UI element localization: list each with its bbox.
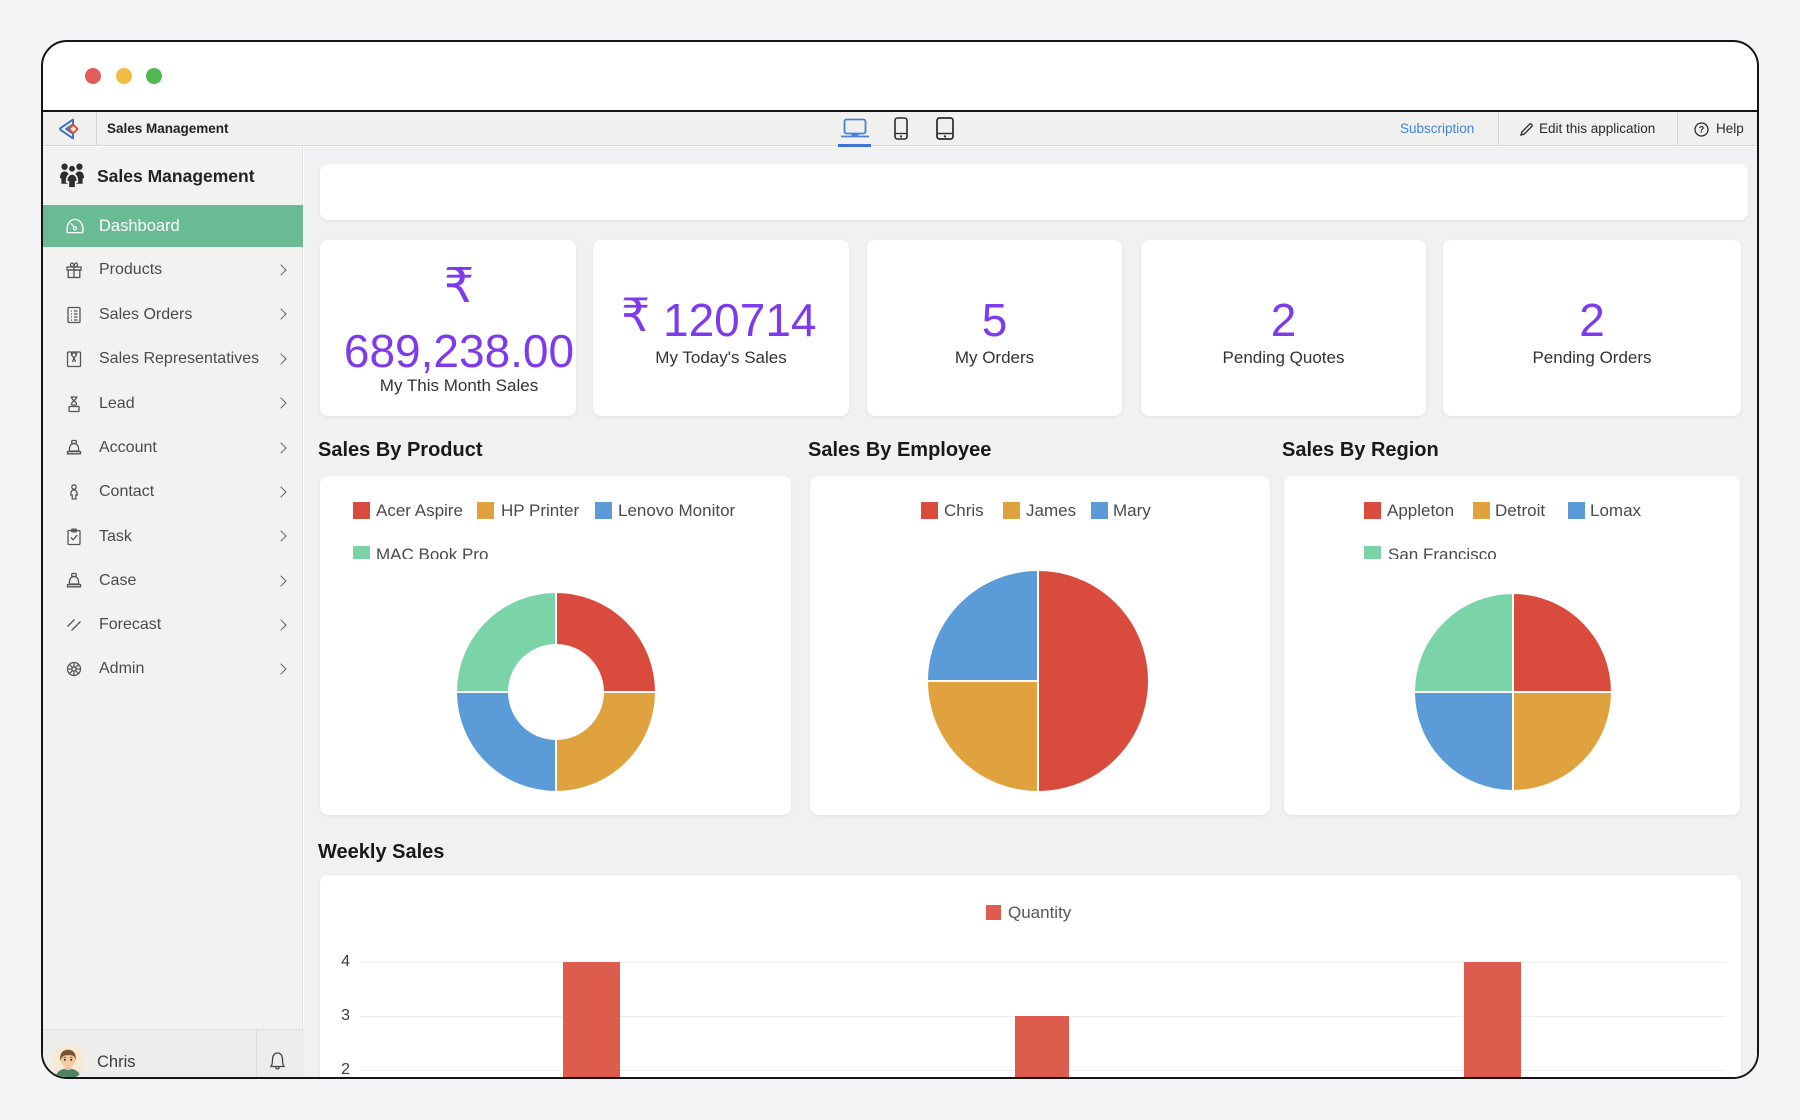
svg-text:?: ? xyxy=(1699,125,1705,135)
